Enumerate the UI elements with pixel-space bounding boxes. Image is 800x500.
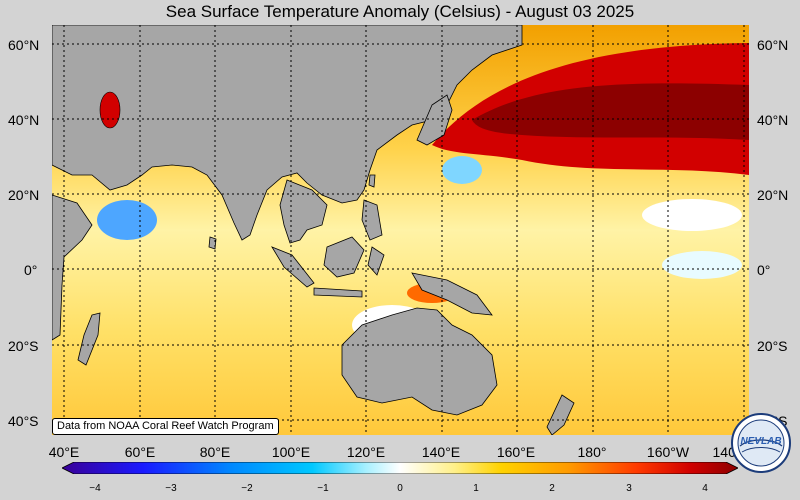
colorbar-tick-neg2: −2 [241, 483, 253, 494]
map-title: Sea Surface Temperature Anomaly (Celsius… [165, 2, 635, 21]
nevlab-logo-text: NEVLAB [740, 436, 781, 447]
lon-label-60e: 60°E [124, 444, 156, 460]
new-guinea [411, 272, 493, 316]
sst-anomaly-map [52, 25, 749, 435]
lat-label-right-60n: 60°N [757, 37, 789, 53]
lon-label-180: 180° [577, 444, 607, 460]
graticule [52, 25, 749, 435]
lat-label-left-0: 0° [24, 262, 38, 278]
colorbar-tick-4: 4 [702, 483, 708, 494]
new-zealand [546, 394, 575, 435]
java [313, 287, 363, 298]
lon-label-140e: 140°E [421, 444, 461, 460]
lon-label-120e: 120°E [346, 444, 386, 460]
cool-patch-east-pacific-2 [662, 251, 742, 279]
australia [341, 307, 498, 416]
lon-label-160e: 160°E [496, 444, 536, 460]
sumatra [271, 246, 315, 288]
colorbar [62, 462, 738, 474]
colorbar-tick-3: 3 [626, 483, 632, 494]
lat-label-left-40s: 40°S [8, 413, 39, 429]
madagascar [77, 312, 101, 366]
borneo [323, 236, 365, 278]
lon-label-100e: 100°E [271, 444, 311, 460]
nevlab-logo: NEVLAB [731, 413, 791, 473]
japan [416, 94, 453, 146]
taiwan [368, 174, 376, 188]
lat-label-left-60n: 60°N [8, 37, 40, 53]
colorbar-tick-1: 1 [473, 483, 479, 494]
lat-label-left-20s: 20°S [8, 338, 39, 354]
lon-label-160w: 160°W [646, 444, 690, 460]
sri-lanka [208, 236, 217, 250]
lat-label-right-40n: 40°N [757, 112, 789, 128]
data-credit: Data from NOAA Coral Reef Watch Program [52, 418, 279, 435]
lat-label-right-0: 0° [757, 262, 771, 278]
colorbar-gradient [62, 462, 738, 474]
lon-label-80e: 80°E [199, 444, 231, 460]
north-pacific-extreme-anomaly [472, 83, 749, 140]
indochina-peninsula [279, 179, 328, 244]
lat-label-left-40n: 40°N [8, 112, 40, 128]
colorbar-tick-neg1: −1 [317, 483, 329, 494]
cool-patch-west-pacific [442, 156, 482, 184]
sulawesi [367, 246, 385, 276]
colorbar-tick-neg3: −3 [165, 483, 177, 494]
cool-patch-arabian-sea [97, 200, 157, 240]
colorbar-tick-neg4: −4 [89, 483, 101, 494]
lat-label-right-20s: 20°S [757, 338, 788, 354]
lon-label-40e: 40°E [48, 444, 80, 460]
lat-label-right-20n: 20°N [757, 187, 789, 203]
caspian-sea [99, 91, 121, 129]
philippines [361, 199, 383, 241]
colorbar-tick-2: 2 [549, 483, 555, 494]
colorbar-tick-0: 0 [397, 483, 403, 494]
cool-patch-east-pacific [642, 199, 742, 231]
lat-label-left-20n: 20°N [8, 187, 40, 203]
